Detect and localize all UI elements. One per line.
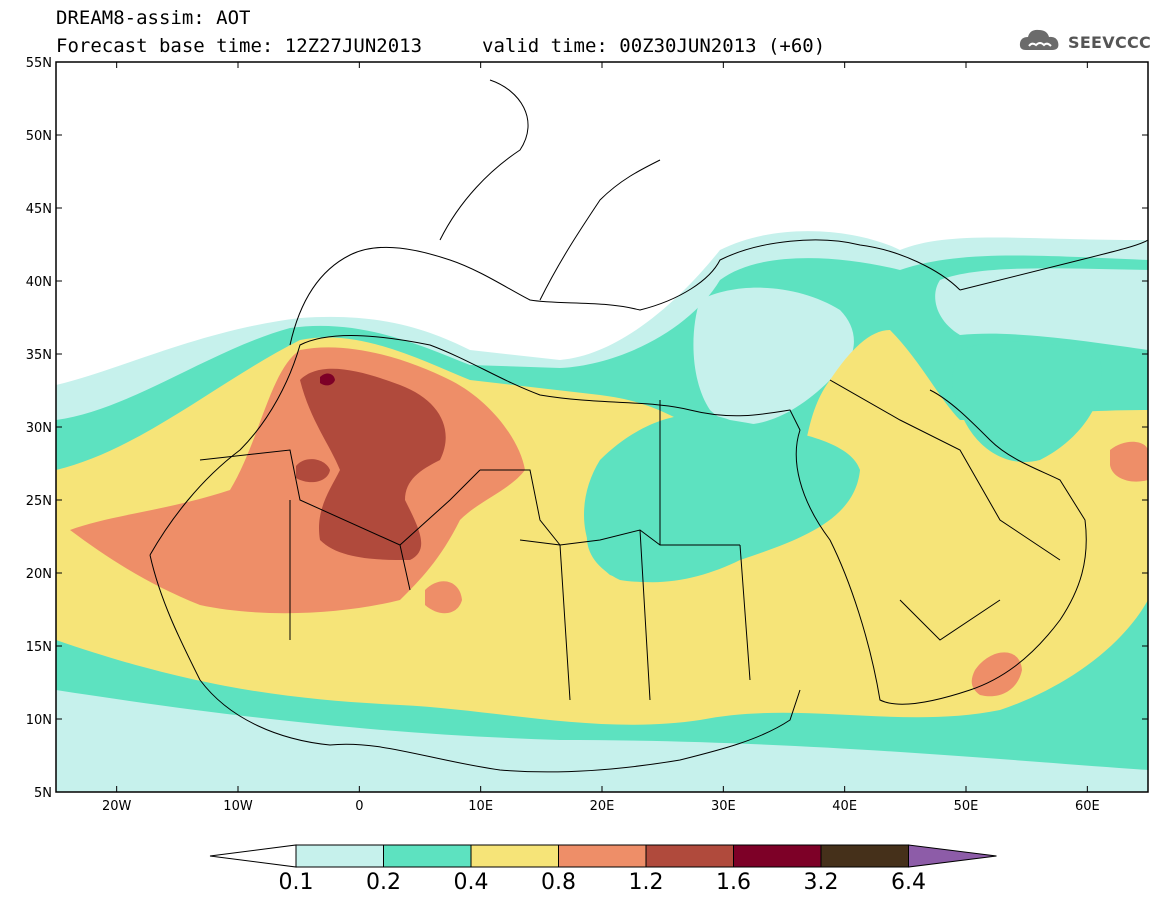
colorbar-level-label: 0.2: [366, 870, 401, 895]
colorbar-level-label: 0.8: [541, 870, 576, 895]
colorbar-swatch: [295, 844, 384, 868]
colorbar-level-label: 6.4: [891, 870, 926, 895]
aot-field: [56, 231, 1148, 792]
lon-tick-label: 40E: [832, 799, 857, 814]
aot-level-1.2: [300, 368, 446, 560]
logo-text: SEEVCCC: [1068, 33, 1152, 52]
colorbar-level-label: 1.2: [628, 870, 664, 895]
chart-title: DREAM8-assim: AOT: [56, 7, 251, 29]
aot-level-0.8: [971, 652, 1022, 697]
lat-tick-label: 55N: [26, 56, 52, 71]
lon-tick-label: 20W: [102, 799, 132, 814]
lon-tick-label: 60E: [1075, 799, 1100, 814]
lat-tick-label: 50N: [26, 129, 52, 144]
lat-tick-label: 45N: [26, 202, 52, 217]
colorbar-swatch: [383, 844, 472, 868]
aot-level-0.8: [425, 581, 462, 614]
colorbar-level-label: 1.6: [716, 870, 751, 895]
lat-tick-label: 10N: [26, 713, 52, 728]
aot-level-0.1: [693, 287, 854, 425]
colorbar-level-label: 0.4: [453, 870, 489, 895]
lon-tick-label: 50E: [954, 799, 979, 814]
colorbar-level-label: 0.1: [278, 870, 314, 895]
colorbar-over-arrow: [908, 844, 997, 868]
lat-tick-label: 35N: [26, 348, 52, 363]
aot-level-0.2: [952, 341, 1102, 462]
cloud-icon: [1019, 29, 1059, 50]
colorbar-under-arrow: [209, 844, 297, 868]
aot-level-1.6: [320, 373, 335, 386]
coastlines: [149, 79, 1148, 773]
forecast-base-time: Forecast base time: 12Z27JUN2013: [56, 35, 423, 57]
lon-tick-label: 10W: [223, 799, 253, 814]
lon-tick-label: 0: [355, 799, 363, 814]
lat-tick-label: 40N: [26, 275, 52, 290]
valid-time: valid time: 00Z30JUN2013 (+60): [482, 35, 826, 57]
lat-tick-label: 5N: [34, 786, 52, 801]
lat-tick-label: 25N: [26, 494, 52, 509]
lat-tick-label: 30N: [26, 421, 52, 436]
colorbar-swatch: [820, 844, 909, 868]
colorbar-level-label: 3.2: [803, 870, 839, 895]
aot-level-0.1: [935, 268, 1148, 350]
colorbar-swatch: [470, 844, 559, 868]
lat-tick-label: 20N: [26, 567, 52, 582]
lon-tick-label: 10E: [468, 799, 493, 814]
aot-level-1.2: [296, 459, 330, 483]
colorbar-swatch: [733, 844, 822, 868]
lon-tick-label: 30E: [711, 799, 736, 814]
lat-tick-label: 15N: [26, 640, 52, 655]
colorbar-swatch: [558, 844, 647, 868]
aot-level-0.8: [1110, 441, 1148, 482]
colorbar-swatch: [645, 844, 734, 868]
lon-tick-label: 20E: [590, 799, 615, 814]
